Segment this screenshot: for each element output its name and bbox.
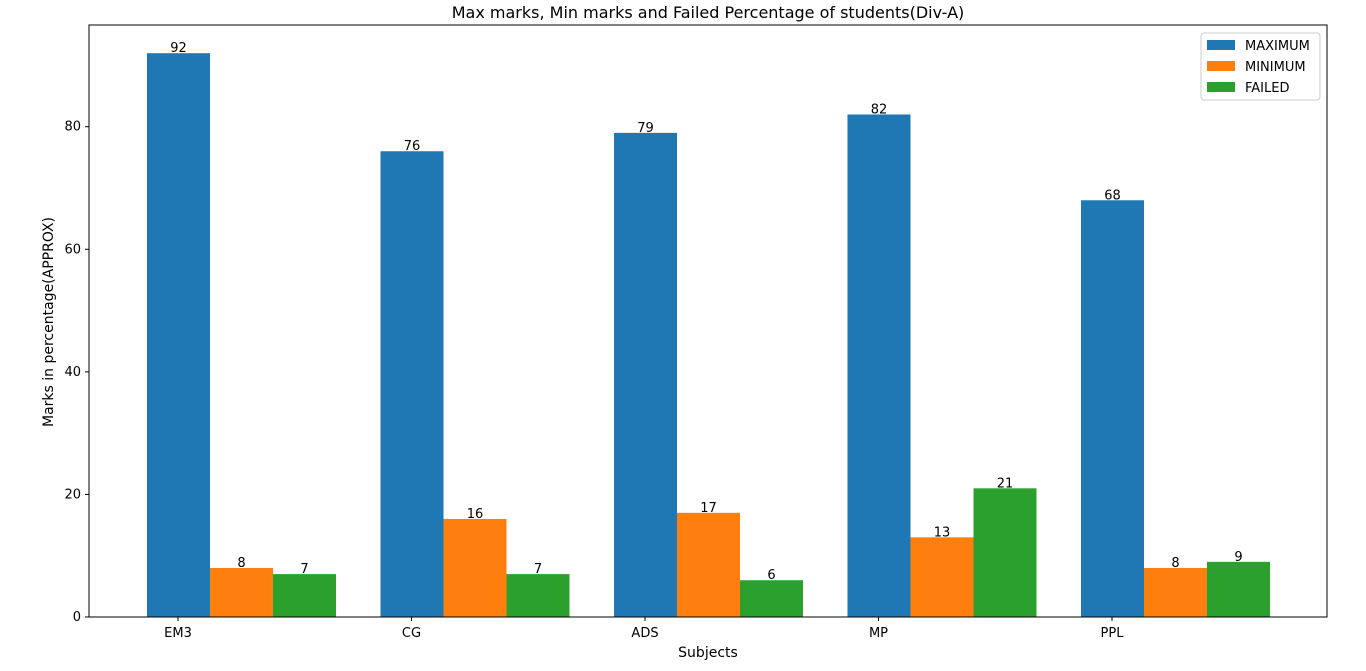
chart-title: Max marks, Min marks and Failed Percenta… [452,3,965,22]
data-label: 7 [300,562,308,577]
legend: MAXIMUM MINIMUM FAILED [1200,32,1321,101]
data-label: 68 [1104,188,1121,203]
bar-minimum-ads [677,512,740,617]
plot-frame [88,24,1328,618]
y-axis-label: Marks in percentage(APPROX) [41,217,57,427]
y-tick-label: 40 [64,365,81,380]
legend-label-minimum: MINIMUM [1245,60,1306,75]
data-label: 92 [170,41,187,56]
data-label: 7 [534,562,542,577]
y-tick-label: 80 [64,120,81,135]
data-label: 13 [934,525,951,540]
legend-label-failed: FAILED [1245,81,1289,96]
legend-label-maximum: MAXIMUM [1245,39,1310,54]
bar-maximum-ads [614,132,677,618]
bar-failed-em3 [273,574,336,617]
x-axis-label: Subjects [678,645,738,661]
data-label: 17 [700,501,717,516]
x-tick-label: ADS [631,626,658,641]
data-label: 79 [637,121,654,136]
x-tick-label: PPL [1101,626,1125,641]
y-tick-label: 0 [73,610,81,625]
data-label: 82 [871,102,888,117]
data-label: 76 [404,139,421,154]
data-label: 8 [237,556,245,571]
bar-failed-cg [506,574,570,617]
data-label: 9 [1234,550,1242,565]
y-tick-label: 20 [64,487,81,502]
legend-swatch-minimum [1207,61,1235,71]
bar-maximum-ppl [1081,200,1144,617]
bar-minimum-em3 [210,567,273,617]
bar-maximum-mp [847,114,911,617]
bar-minimum-ppl [1144,567,1207,617]
x-tick-label: MP [869,626,888,641]
bar-maximum-em3 [147,53,210,617]
data-label: 16 [467,507,484,522]
bar-failed-ppl [1207,561,1270,617]
bar-failed-ads [740,580,803,617]
data-label: 6 [767,568,775,583]
data-label: 8 [1171,556,1179,571]
x-tick-label: CG [402,626,421,641]
bar-minimum-cg [443,518,507,617]
legend-swatch-failed [1207,82,1235,92]
bar-failed-mp [973,488,1037,617]
data-label: 21 [997,476,1014,491]
bar-minimum-mp [910,537,974,617]
x-tick-label: EM3 [164,626,192,641]
bar-maximum-cg [380,151,444,617]
legend-swatch-maximum [1207,40,1235,50]
y-tick-label: 60 [64,242,81,257]
